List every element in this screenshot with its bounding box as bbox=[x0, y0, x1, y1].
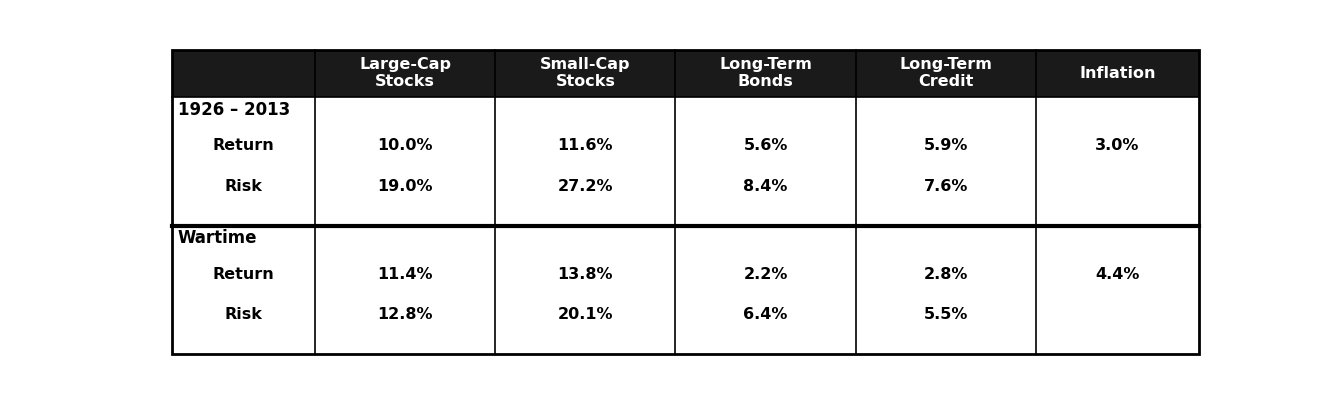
Text: 20.1%: 20.1% bbox=[558, 307, 613, 322]
Text: 1926 – 2013: 1926 – 2013 bbox=[178, 100, 290, 118]
Text: 11.6%: 11.6% bbox=[558, 138, 613, 153]
Text: Long-Term
Credit: Long-Term Credit bbox=[899, 57, 993, 89]
Text: 11.4%: 11.4% bbox=[377, 267, 434, 282]
Text: Risk: Risk bbox=[225, 307, 262, 322]
Text: 3.0%: 3.0% bbox=[1096, 138, 1140, 153]
Text: 2.8%: 2.8% bbox=[923, 267, 967, 282]
Text: Inflation: Inflation bbox=[1080, 66, 1156, 81]
Text: 5.5%: 5.5% bbox=[923, 307, 967, 322]
Text: Long-Term
Bonds: Long-Term Bonds bbox=[719, 57, 812, 89]
Text: Return: Return bbox=[213, 267, 274, 282]
Text: 8.4%: 8.4% bbox=[744, 178, 788, 194]
Text: Risk: Risk bbox=[225, 178, 262, 194]
Text: 10.0%: 10.0% bbox=[377, 138, 434, 153]
Text: 27.2%: 27.2% bbox=[558, 178, 613, 194]
Text: 7.6%: 7.6% bbox=[923, 178, 967, 194]
Text: 5.9%: 5.9% bbox=[923, 138, 967, 153]
Text: Large-Cap
Stocks: Large-Cap Stocks bbox=[359, 57, 451, 89]
Text: Small-Cap
Stocks: Small-Cap Stocks bbox=[541, 57, 630, 89]
Text: Wartime: Wartime bbox=[178, 229, 257, 247]
Text: 4.4%: 4.4% bbox=[1096, 267, 1140, 282]
Text: 5.6%: 5.6% bbox=[744, 138, 788, 153]
Bar bbox=[173, 50, 1199, 97]
Text: 2.2%: 2.2% bbox=[744, 267, 788, 282]
Text: 19.0%: 19.0% bbox=[377, 178, 434, 194]
Text: 6.4%: 6.4% bbox=[744, 307, 788, 322]
Text: 13.8%: 13.8% bbox=[558, 267, 613, 282]
Text: 12.8%: 12.8% bbox=[377, 307, 434, 322]
Text: Return: Return bbox=[213, 138, 274, 153]
